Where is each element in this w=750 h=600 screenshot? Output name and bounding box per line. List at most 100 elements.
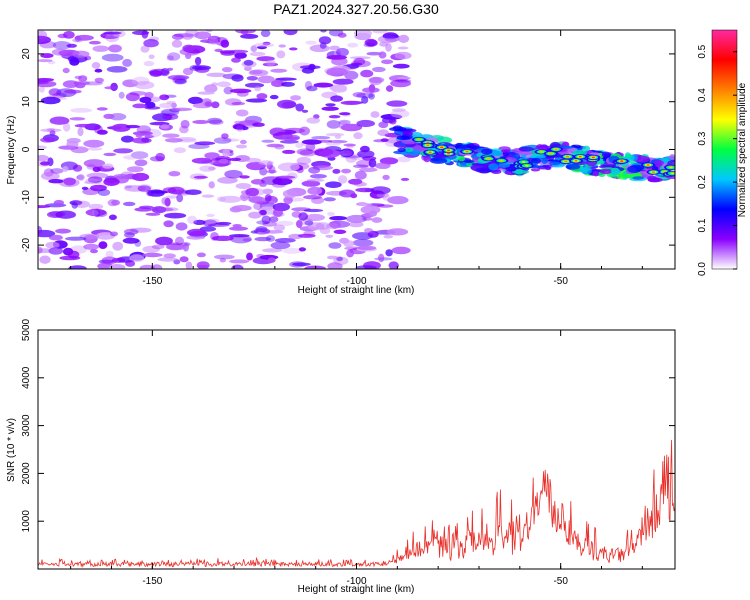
band-peak	[447, 152, 451, 155]
snr-x-tick-label: -50	[553, 576, 568, 587]
noise-blob	[253, 42, 275, 48]
noise-blob	[40, 137, 56, 143]
band-blob	[529, 155, 546, 159]
band-blob	[481, 148, 493, 155]
noise-blob	[188, 96, 203, 105]
noise-blob	[245, 187, 259, 197]
noise-blob	[68, 265, 87, 269]
noise-blob	[378, 253, 385, 263]
noise-blob	[106, 66, 128, 73]
noise-blob	[397, 156, 411, 163]
noise-blob	[268, 216, 279, 223]
snr-y-tick-label: 5000	[21, 318, 32, 341]
noise-blob	[175, 222, 188, 231]
noise-blob	[38, 35, 51, 45]
noise-blob	[149, 156, 165, 162]
band-peak	[646, 164, 650, 166]
noise-blob	[162, 187, 177, 194]
noise-blob	[309, 174, 327, 179]
noise-blob	[167, 74, 190, 81]
noise-blob	[186, 235, 206, 240]
noise-blob	[187, 228, 207, 237]
noise-blob	[207, 166, 216, 171]
noise-blob	[105, 250, 114, 258]
noise-blob	[125, 92, 140, 102]
noise-blob	[193, 175, 208, 179]
noise-blob	[360, 69, 374, 78]
noise-blob	[213, 254, 235, 260]
noise-blob	[63, 177, 76, 186]
noise-blob	[219, 195, 242, 203]
noise-blob	[341, 155, 361, 159]
signal-band	[389, 125, 675, 183]
noise-blob	[343, 143, 357, 147]
noise-blob	[258, 160, 274, 166]
noise-blob	[123, 201, 136, 207]
band-blob	[654, 160, 665, 166]
noise-blob	[170, 102, 177, 109]
noise-blob	[341, 168, 352, 174]
noise-blob	[254, 85, 261, 92]
noise-blob	[168, 245, 186, 251]
noise-blob	[382, 34, 400, 39]
noise-blob	[328, 242, 342, 249]
noise-blob	[315, 222, 331, 230]
noise-blob	[352, 239, 374, 247]
noise-blob	[46, 128, 56, 132]
noise-blob	[313, 147, 334, 157]
band-blob	[514, 151, 533, 156]
noise-blob	[63, 122, 71, 132]
noise-blob	[248, 211, 262, 219]
noise-blob	[94, 210, 108, 218]
spectrogram-y-label: Frequency (Hz)	[6, 116, 17, 185]
band-peak	[578, 155, 582, 158]
colorbar-tick-label: 0.3	[697, 131, 708, 145]
band-blob	[403, 147, 414, 153]
band-blob	[396, 135, 411, 141]
noise-blob	[124, 232, 135, 238]
noise-blob	[160, 124, 170, 129]
noise-blob	[94, 78, 104, 82]
noise-blob	[167, 67, 174, 71]
noise-blob	[229, 234, 250, 238]
noise-blob	[311, 136, 331, 140]
noise-blob	[378, 51, 387, 59]
noise-blob	[348, 178, 363, 185]
noise-blob	[246, 252, 253, 261]
noise-blob	[277, 162, 300, 172]
noise-blob	[279, 139, 299, 144]
noise-blob	[378, 121, 389, 129]
noise-blob	[83, 159, 106, 168]
band-blob	[518, 146, 534, 152]
band-peak	[566, 155, 570, 158]
band-blob	[582, 145, 591, 152]
noise-blob	[176, 193, 184, 203]
noise-blob	[148, 54, 155, 60]
noise-blob	[139, 264, 155, 269]
noise-blob	[372, 66, 386, 73]
noise-blob	[259, 167, 268, 176]
noise-blob	[85, 178, 98, 183]
noise-blob	[282, 189, 298, 199]
noise-blob	[360, 182, 368, 187]
band-peak	[440, 146, 444, 149]
noise-blob	[171, 39, 183, 48]
noise-blob	[380, 138, 389, 142]
noise-blob	[50, 168, 64, 174]
noise-blob	[90, 249, 98, 254]
noise-blob	[196, 261, 210, 269]
band-blob	[463, 159, 475, 164]
noise-blob	[387, 196, 409, 205]
band-peak	[525, 164, 529, 167]
noise-blob	[307, 222, 325, 231]
noise-blob	[134, 239, 142, 247]
noise-blob	[313, 82, 334, 88]
noise-blob	[62, 80, 79, 88]
noise-blob	[217, 176, 238, 184]
noise-blob	[139, 96, 152, 104]
noise-blob	[371, 217, 383, 223]
noise-blob	[137, 185, 151, 192]
snr-y-tick-label: 3000	[21, 414, 32, 437]
band-blob	[545, 166, 552, 171]
